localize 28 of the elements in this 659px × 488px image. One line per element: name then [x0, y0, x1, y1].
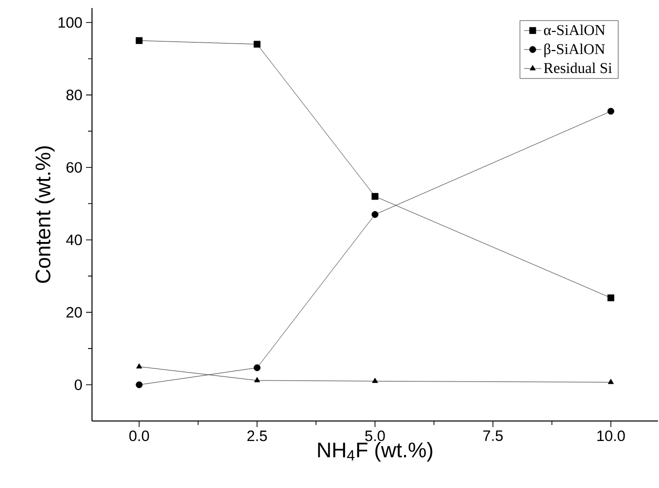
y-tick-label: 0 [74, 379, 82, 390]
legend-label: β-SiAlON [544, 44, 605, 58]
point [372, 378, 378, 383]
legend-label: Residual Si [544, 62, 612, 74]
y-axis-title: Content (wt.%) [35, 146, 55, 283]
point [607, 294, 614, 302]
y-tick-label: 20 [66, 307, 82, 318]
y-tick-label: 100 [58, 17, 82, 28]
point [607, 108, 614, 115]
point [136, 37, 143, 44]
point [608, 378, 614, 384]
point [372, 192, 378, 200]
x-axis-title: NH$_{4}$F (wt.%) [318, 442, 432, 462]
x-tick-label: 2.5 [247, 430, 267, 442]
point [136, 363, 142, 368]
x-tick-label: 0.0 [129, 430, 149, 442]
point [254, 377, 260, 382]
y-tick-label: 80 [66, 90, 82, 100]
y-tick-label: 40 [66, 234, 82, 246]
point [254, 364, 260, 372]
y-tick-label: 60 [66, 162, 82, 173]
point [254, 40, 260, 48]
point [372, 211, 378, 218]
legend-label: α-SiAlON [544, 24, 606, 36]
x-tick-label: 7.5 [483, 430, 503, 441]
x-tick-label: 10.0 [597, 430, 625, 442]
point [136, 381, 143, 388]
x-tick-label: 5.0 [365, 430, 385, 442]
